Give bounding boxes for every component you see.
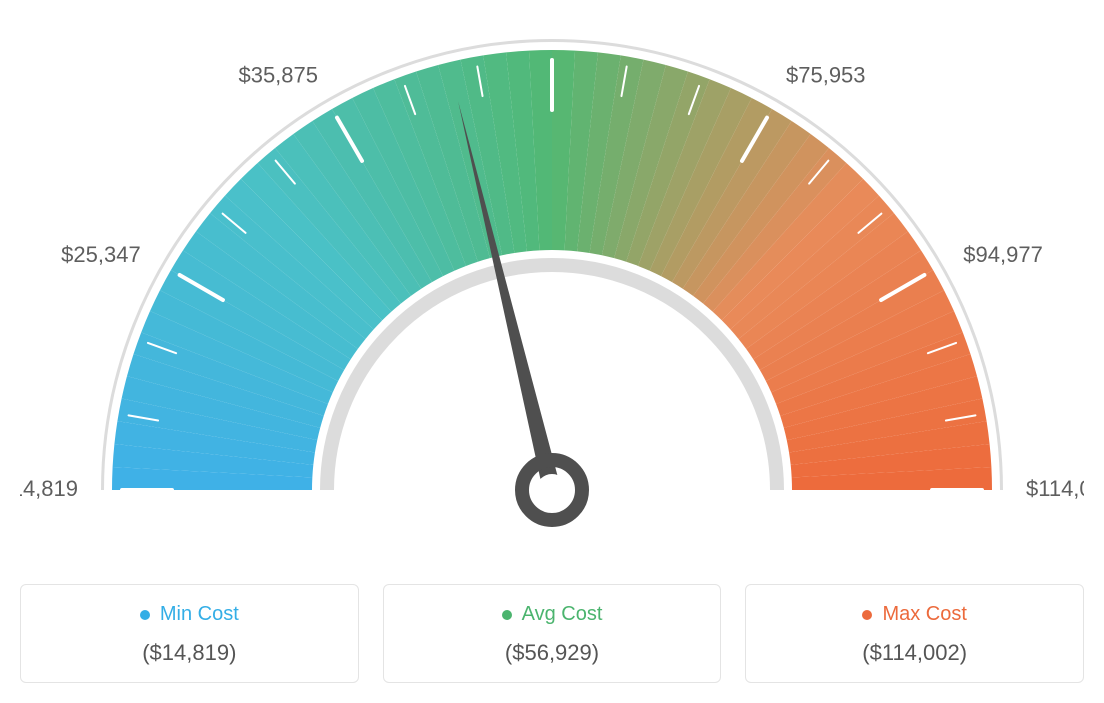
legend-value-max: ($114,002) [756,640,1073,666]
legend-card-max: Max Cost ($114,002) [745,584,1084,683]
svg-text:$14,819: $14,819 [20,476,78,501]
legend-dot-avg [502,610,512,620]
legend-value-min: ($14,819) [31,640,348,666]
legend-label-avg: Avg Cost [522,603,603,626]
legend-value-avg: ($56,929) [394,640,711,666]
legend-card-avg: Avg Cost ($56,929) [383,584,722,683]
legend-card-min: Min Cost ($14,819) [20,584,359,683]
legend-row: Min Cost ($14,819) Avg Cost ($56,929) Ma… [20,584,1084,683]
legend-dot-max [862,610,872,620]
svg-text:$94,977: $94,977 [963,242,1043,267]
legend-label-max: Max Cost [882,603,966,626]
svg-text:$35,875: $35,875 [238,63,318,88]
legend-dot-min [140,610,150,620]
svg-text:$25,347: $25,347 [61,242,141,267]
gauge-chart: $14,819$25,347$35,875$56,929$75,953$94,9… [20,20,1084,560]
svg-text:$75,953: $75,953 [786,63,866,88]
svg-text:$114,002: $114,002 [1026,476,1084,501]
legend-label-min: Min Cost [160,603,239,626]
